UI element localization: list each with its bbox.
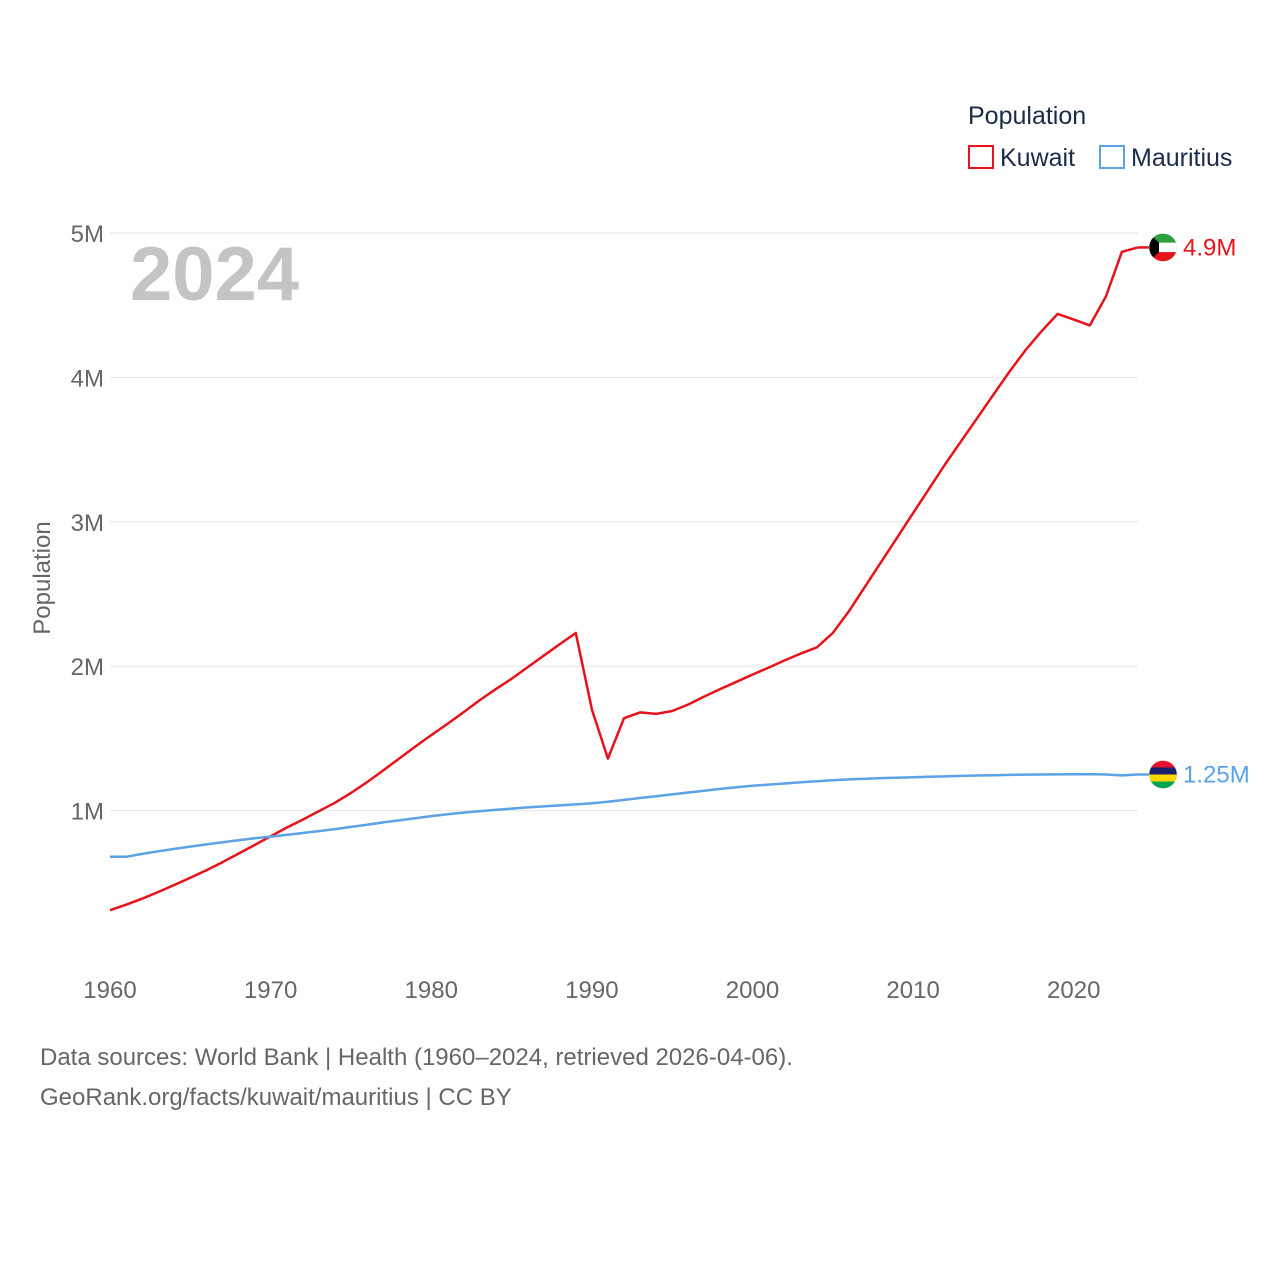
attribution-link[interactable]: GeoRank.org/facts/kuwait/mauritius | CC … — [40, 1084, 512, 1111]
legend-label-kuwait[interactable]: Kuwait — [1000, 144, 1075, 172]
y-tick-label: 4M — [71, 365, 104, 392]
series-end-markers: 4.9M 1.25M — [1138, 233, 1250, 789]
mauritius-flag-icon — [1148, 760, 1178, 789]
year-label: 2024 — [130, 232, 299, 317]
legend-label-mauritius[interactable]: Mauritius — [1131, 144, 1232, 172]
legend: Population Kuwait Mauritius — [968, 102, 1232, 172]
x-tick-label: 2000 — [726, 977, 779, 1004]
legend-swatch-mauritius[interactable] — [1099, 145, 1125, 169]
x-tick-label: 1990 — [565, 977, 618, 1004]
y-tick-label: 2M — [71, 654, 104, 681]
y-tick-label: 3M — [71, 510, 104, 537]
x-tick-label: 1960 — [83, 977, 136, 1004]
gridlines — [110, 232, 1138, 812]
y-tick-label: 1M — [71, 799, 104, 826]
end-value-label-mauritius: 1.25M — [1183, 762, 1250, 789]
y-axis-ticks: 1M 2M 3M 4M 5M — [71, 221, 104, 826]
end-value-label-kuwait: 4.9M — [1183, 234, 1236, 261]
y-axis-title: Population — [29, 521, 56, 634]
x-axis-ticks: 1960 1970 1980 1990 2000 2010 2020 — [83, 977, 1100, 1004]
source-note: Data sources: World Bank | Health (1960–… — [40, 1044, 793, 1071]
legend-swatch-kuwait[interactable] — [968, 145, 994, 169]
series-line-kuwait[interactable] — [109, 246, 1139, 912]
x-tick-label: 2010 — [886, 977, 939, 1004]
x-tick-label: 1970 — [244, 977, 297, 1004]
series-line-mauritius[interactable] — [110, 772, 1139, 859]
kuwait-flag-icon — [1148, 233, 1178, 262]
legend-title: Population — [968, 102, 1086, 130]
x-tick-label: 2020 — [1047, 977, 1100, 1004]
x-tick-label: 1980 — [405, 977, 458, 1004]
y-tick-label: 5M — [71, 221, 104, 248]
series-lines — [109, 246, 1139, 912]
